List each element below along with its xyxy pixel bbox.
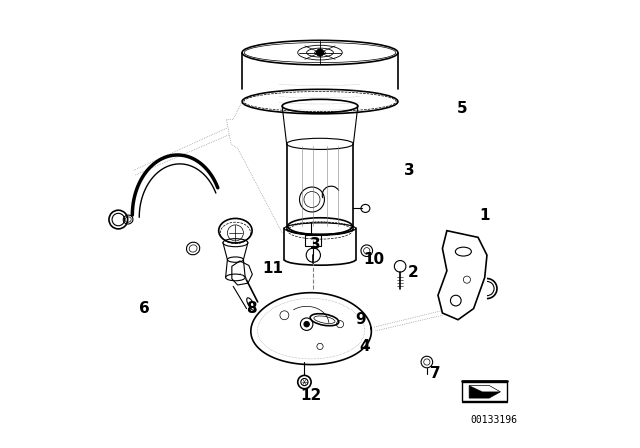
Text: 3: 3 <box>310 237 321 251</box>
Circle shape <box>304 322 309 327</box>
Text: 1: 1 <box>479 207 490 223</box>
Text: 9: 9 <box>355 312 365 327</box>
Polygon shape <box>469 386 500 398</box>
Circle shape <box>316 49 324 56</box>
Text: 2: 2 <box>408 266 419 280</box>
Text: 4: 4 <box>359 339 370 354</box>
Text: 5: 5 <box>457 101 468 116</box>
Text: 6: 6 <box>139 301 150 316</box>
Text: 3: 3 <box>404 163 414 178</box>
Circle shape <box>301 379 308 386</box>
Text: 00133196: 00133196 <box>470 415 517 425</box>
Text: 8: 8 <box>246 301 256 316</box>
Text: 12: 12 <box>300 388 322 403</box>
Text: 10: 10 <box>363 252 384 267</box>
Text: 11: 11 <box>263 261 284 276</box>
Polygon shape <box>469 386 500 392</box>
Text: 7: 7 <box>431 366 441 381</box>
